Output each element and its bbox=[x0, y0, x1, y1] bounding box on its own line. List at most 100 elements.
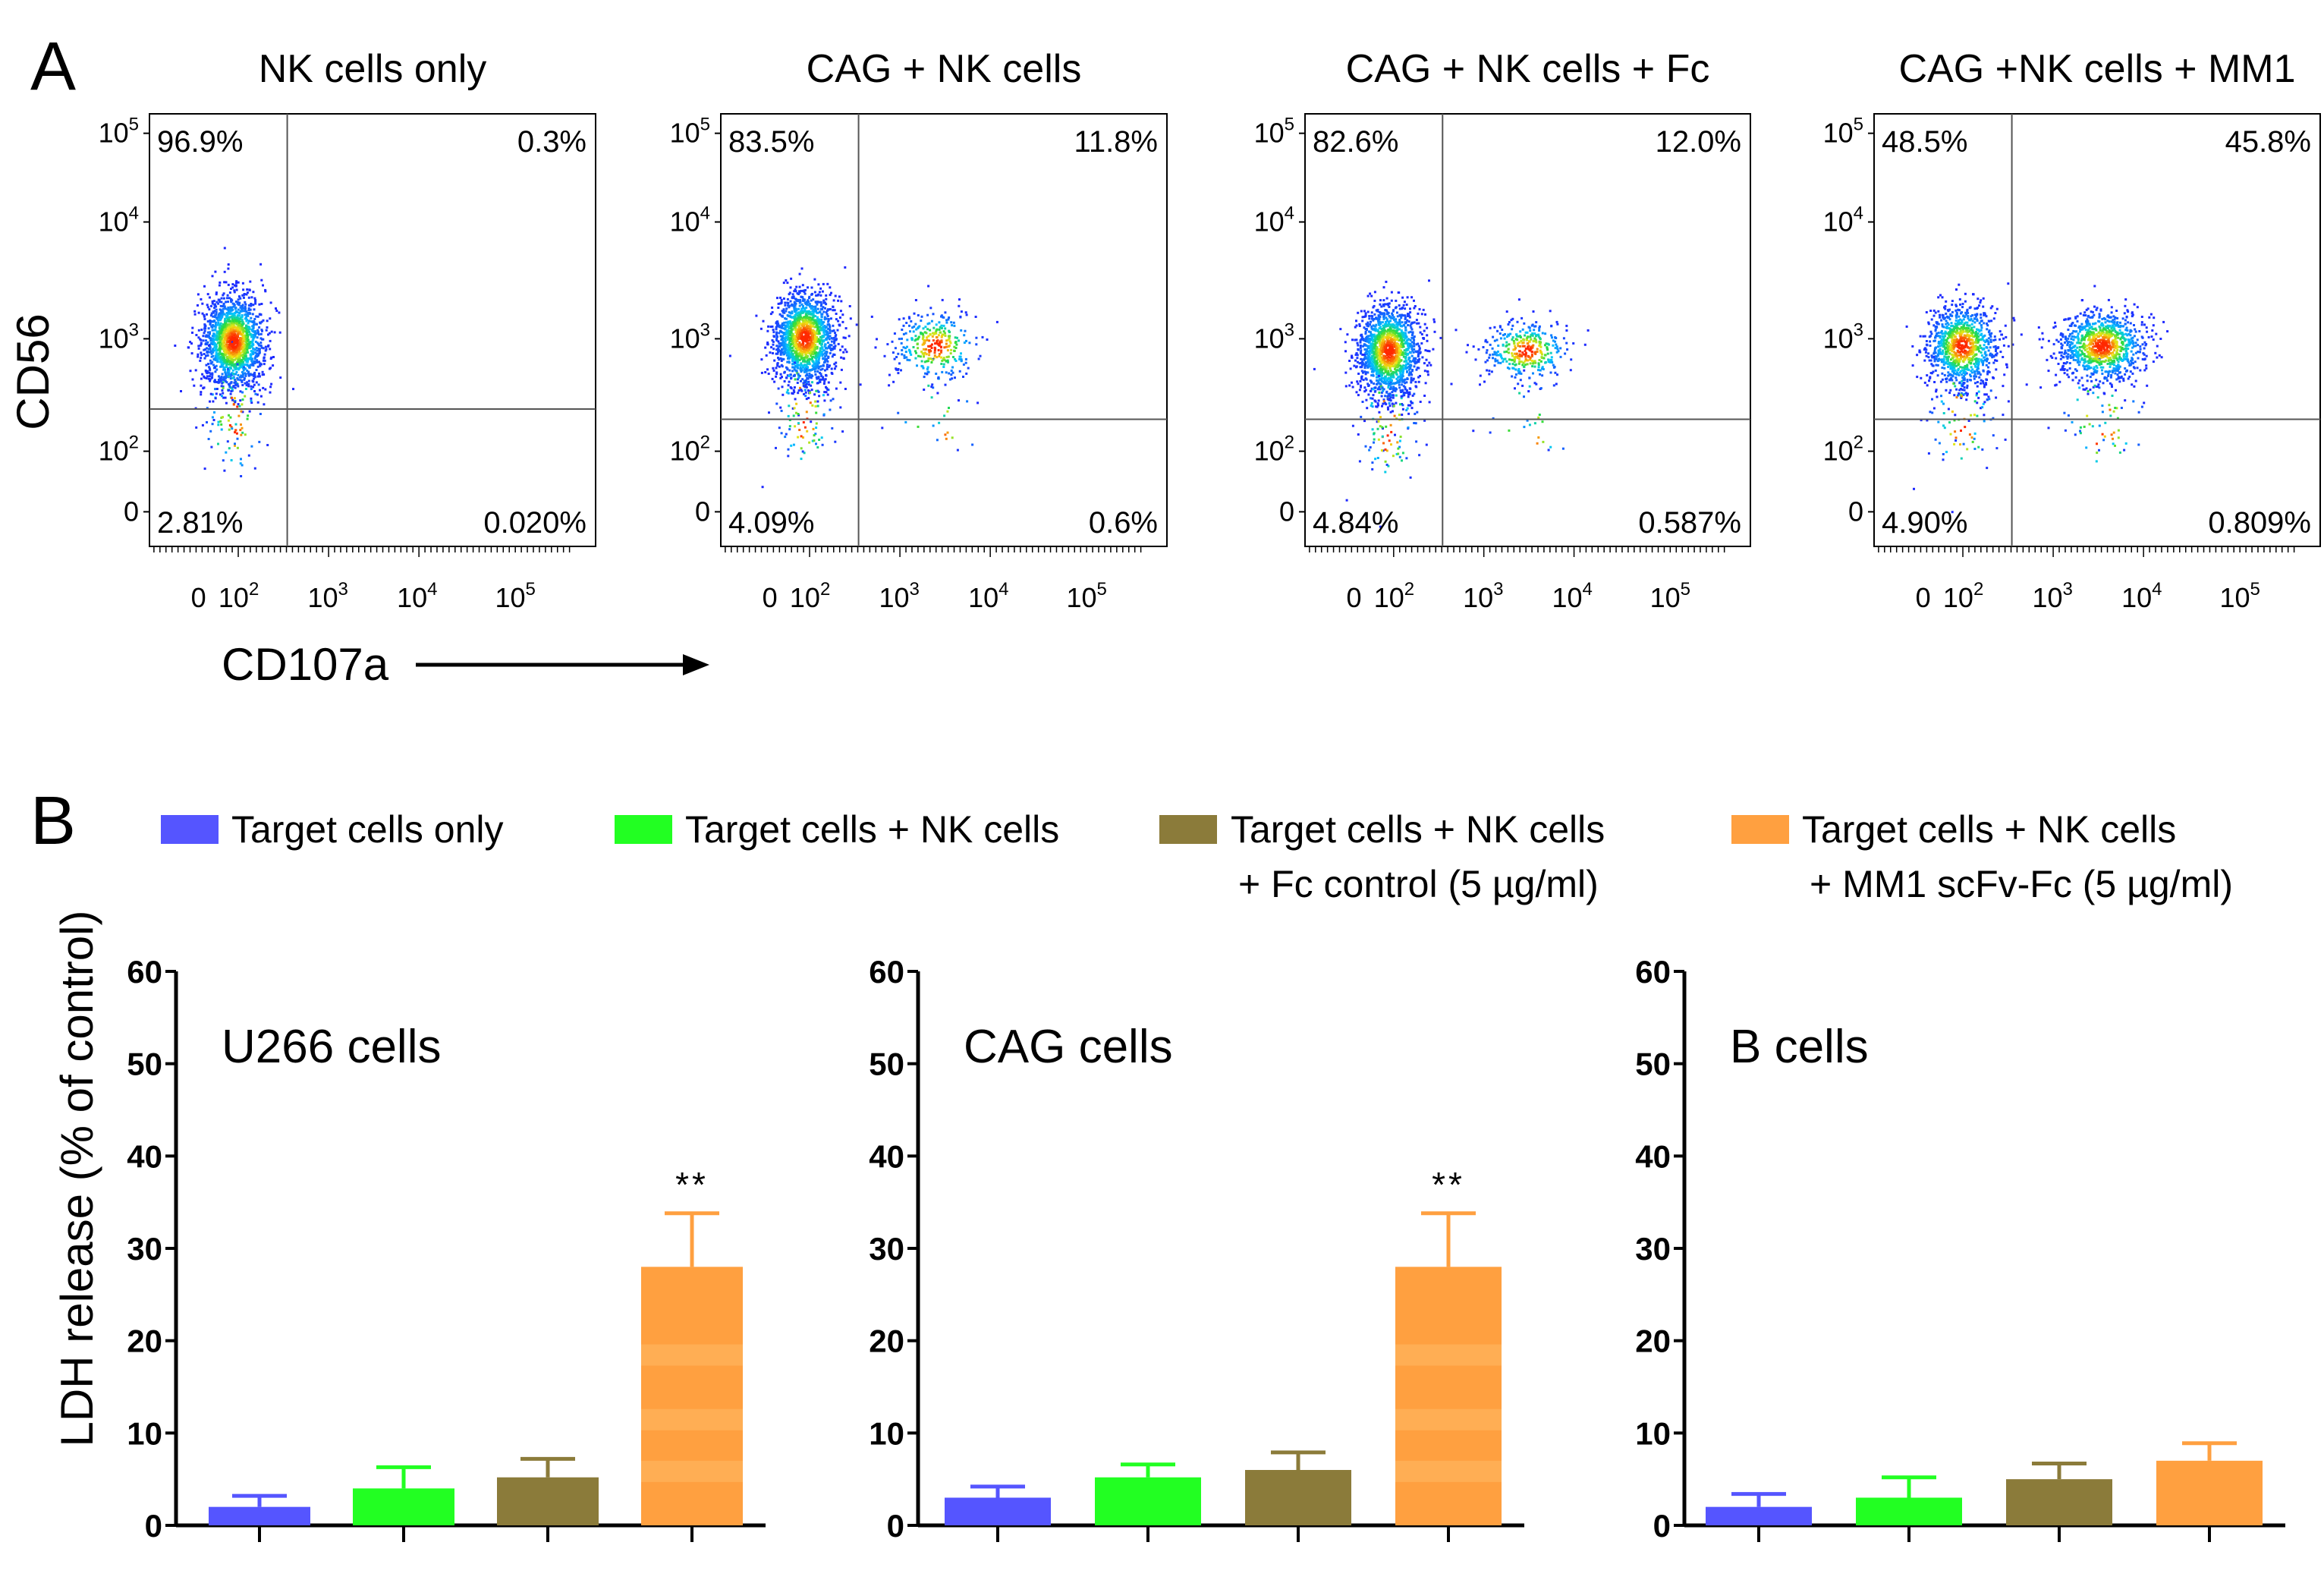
x-tick-label: 103 bbox=[1463, 579, 1503, 613]
y-tick-label: 102 bbox=[670, 433, 710, 467]
y-tick-label: 60 bbox=[869, 954, 904, 990]
x-arrow bbox=[416, 654, 709, 675]
quadrant-upper-right: 11.8% bbox=[1074, 125, 1158, 159]
svg-text:0: 0 bbox=[763, 582, 778, 613]
svg-text:102: 102 bbox=[790, 579, 830, 613]
x-tick-label: 0 bbox=[1347, 582, 1362, 613]
y-tick-label: 60 bbox=[127, 954, 162, 990]
bar-chart-b-cells: 0 10 20 30 40 50 60 B cells bbox=[1635, 954, 2285, 1544]
bar-y-label: LDH release (% of control) bbox=[52, 911, 102, 1447]
quadrant-upper-left: 96.9% bbox=[157, 125, 243, 159]
svg-text:105: 105 bbox=[1066, 579, 1106, 613]
bar bbox=[2156, 1460, 2263, 1525]
x-minor-ticks bbox=[1309, 546, 1725, 557]
y-tick-label: 104 bbox=[99, 203, 139, 238]
legend-label: Target cells + NK cells bbox=[1231, 808, 1605, 851]
y-tick-label: 40 bbox=[1635, 1138, 1671, 1174]
flow-y-label: CD56 bbox=[8, 313, 58, 430]
bar bbox=[1095, 1477, 1201, 1525]
y-tick-label: 102 bbox=[99, 433, 139, 467]
bar-chart-title: U266 cells bbox=[222, 1021, 441, 1073]
svg-text:103: 103 bbox=[307, 579, 347, 613]
y-tick-label: 10 bbox=[869, 1415, 904, 1451]
panel-a-label: A bbox=[30, 29, 76, 105]
svg-text:102: 102 bbox=[219, 579, 259, 613]
x-tick-label: 104 bbox=[2121, 579, 2162, 613]
x-tick-label: 103 bbox=[2032, 579, 2072, 613]
legend-item: Target cells + NK cells bbox=[615, 808, 1059, 851]
svg-text:102: 102 bbox=[99, 433, 139, 467]
quadrant-lower-left: 2.81% bbox=[157, 506, 243, 540]
flow-title: NK cells only bbox=[259, 47, 487, 91]
bar-chart-title: B cells bbox=[1730, 1021, 1869, 1073]
quadrant-lower-right: 0.020% bbox=[483, 506, 587, 540]
x-tick-label: 105 bbox=[495, 579, 535, 613]
bar bbox=[209, 1506, 310, 1525]
significance-label: ** bbox=[675, 1165, 709, 1204]
svg-text:0: 0 bbox=[191, 582, 206, 613]
svg-text:104: 104 bbox=[99, 203, 139, 238]
y-tick-label: 0 bbox=[1279, 496, 1294, 527]
y-tick-label: 0 bbox=[124, 496, 139, 527]
y-tick-label: 105 bbox=[99, 115, 139, 149]
legend-label: Target cells + NK cells bbox=[685, 808, 1059, 851]
legend-swatch bbox=[1731, 815, 1789, 844]
x-tick-label: 102 bbox=[1943, 579, 1983, 613]
quadrant-lower-left: 4.90% bbox=[1882, 506, 1967, 540]
bar-chart-cag: 0 10 20 30 40 50 60 CAG cells ** bbox=[869, 954, 1524, 1544]
x-tick-label: 105 bbox=[1066, 579, 1106, 613]
quadrant-lower-left: 4.09% bbox=[728, 506, 814, 540]
svg-text:105: 105 bbox=[495, 579, 535, 613]
legend-label: Target cells only bbox=[231, 808, 504, 851]
bar bbox=[2006, 1479, 2112, 1525]
y-tick-label: 104 bbox=[670, 203, 710, 238]
legend-item: Target cells only bbox=[161, 808, 504, 851]
flow-plot-nk-only: NK cells only 96.9% 0.3% 2.81% 0.020% 0 102 103… bbox=[99, 47, 596, 613]
flow-title: CAG + NK cells + Fc bbox=[1346, 47, 1710, 91]
y-tick-label: 50 bbox=[869, 1047, 904, 1082]
y-tick-label: 105 bbox=[670, 115, 710, 149]
bar bbox=[497, 1477, 599, 1525]
flow-plot-cag-nk-fc: CAG + NK cells + Fc 82.6% 12.0% 4.84% 0.587%… bbox=[1254, 47, 1751, 613]
svg-text:103: 103 bbox=[99, 319, 139, 354]
flow-x-label: CD107a bbox=[222, 639, 389, 690]
y-tick-label: 40 bbox=[127, 1138, 162, 1174]
quadrant-lower-right: 0.809% bbox=[2208, 506, 2311, 540]
bar bbox=[1706, 1506, 1812, 1525]
svg-text:102: 102 bbox=[670, 433, 710, 467]
quadrant-upper-left: 48.5% bbox=[1882, 125, 1967, 159]
scatter-dots bbox=[1313, 279, 1590, 528]
bar-chart-u266: 0 10 20 30 40 50 60 U266 cells ** bbox=[127, 954, 766, 1544]
x-tick-label: 0 bbox=[1916, 582, 1931, 613]
flow-plot-cag-nk-mm1: CAG +NK cells + MM1 48.5% 45.8% 4.90% 0.809%… bbox=[1823, 47, 2321, 613]
y-tick-label: 103 bbox=[670, 319, 710, 354]
x-tick-label: 102 bbox=[790, 579, 830, 613]
bar bbox=[1856, 1497, 1962, 1525]
quadrant-lower-right: 0.587% bbox=[1638, 506, 1741, 540]
y-tick-label: 10 bbox=[1635, 1415, 1671, 1451]
legend-swatch bbox=[161, 815, 219, 844]
y-tick-label: 0 bbox=[1653, 1508, 1671, 1544]
y-tick-label: 50 bbox=[1635, 1047, 1671, 1082]
flow-title: CAG + NK cells bbox=[807, 47, 1082, 91]
y-tick-label: 103 bbox=[1823, 319, 1863, 354]
quadrant-upper-right: 45.8% bbox=[2225, 125, 2311, 159]
y-tick-label: 0 bbox=[1848, 496, 1863, 527]
y-tick-label: 0 bbox=[695, 496, 710, 527]
y-tick-label: 60 bbox=[1635, 954, 1671, 990]
bar bbox=[641, 1267, 743, 1525]
x-tick-label: 102 bbox=[1374, 579, 1414, 613]
legend-item: Target cells + NK cells + MM1 scFv-Fc (5 … bbox=[1731, 808, 2233, 905]
flow-plot-cag-nk: CAG + NK cells 83.5% 11.8% 4.09% 0.6% 0 102 103… bbox=[670, 47, 1168, 613]
scatter-dots bbox=[174, 247, 294, 477]
x-minor-ticks bbox=[725, 546, 1142, 557]
x-tick-label: 103 bbox=[307, 579, 347, 613]
svg-text:104: 104 bbox=[670, 203, 710, 238]
y-tick-label: 20 bbox=[869, 1323, 904, 1359]
plot-frame bbox=[1304, 113, 1751, 547]
svg-text:103: 103 bbox=[670, 319, 710, 354]
x-tick-label: 105 bbox=[2219, 579, 2260, 613]
x-tick-label: 104 bbox=[1552, 579, 1592, 613]
x-tick-label: 0 bbox=[763, 582, 778, 613]
bar bbox=[1245, 1470, 1351, 1525]
